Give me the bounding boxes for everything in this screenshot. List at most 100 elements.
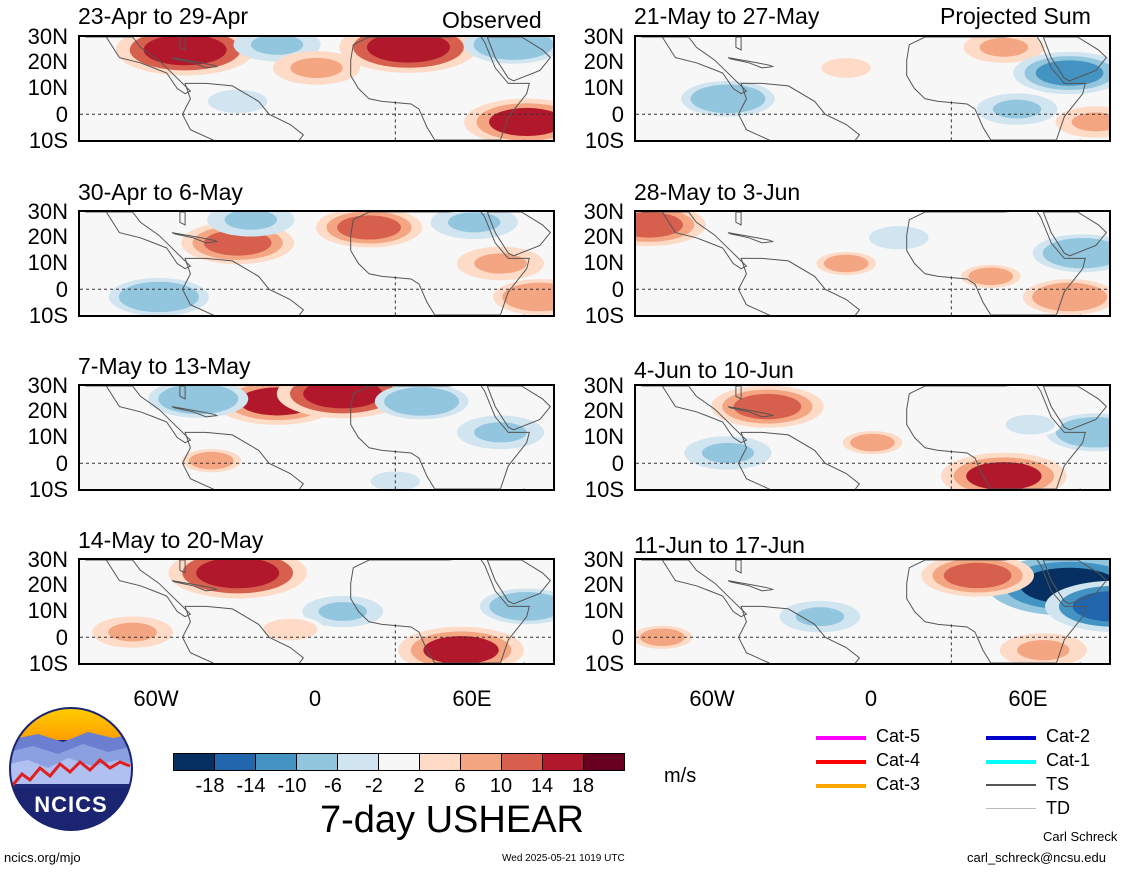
coastline	[171, 232, 219, 244]
shear-contour	[966, 571, 989, 580]
lat-label: 30N	[583, 24, 624, 49]
shear-contour	[124, 628, 141, 636]
lat-label: 20N	[27, 398, 68, 423]
shear-contour	[268, 41, 286, 49]
lat-label: 30N	[583, 199, 624, 224]
map-panel	[78, 210, 555, 317]
coastline	[735, 37, 742, 51]
colorbar-swatch	[173, 753, 215, 771]
lon-label-60w: 60W	[133, 686, 179, 711]
lat-label: 10S	[28, 303, 68, 328]
colorbar-title: 7-day USHEAR	[320, 799, 584, 841]
projected-label: Projected Sum	[940, 3, 1091, 29]
shear-contour	[394, 42, 423, 53]
lat-label: 20N	[583, 398, 624, 423]
lat-label: 10N	[583, 598, 624, 623]
shear-contour	[242, 216, 260, 224]
colorbar-tick-label: 10	[489, 775, 513, 797]
shear-field	[80, 386, 553, 489]
lat-label: 10N	[27, 75, 68, 100]
shear-contour	[448, 645, 474, 655]
lat-label: 20N	[27, 572, 68, 597]
shear-contour	[1024, 422, 1037, 428]
lat-label: 0	[611, 625, 624, 650]
colorbar-tick-label: -2	[365, 775, 383, 797]
panel-title: 11-Jun to 17-Jun	[634, 532, 805, 558]
lat-label: 0	[55, 451, 68, 476]
shear-contour	[637, 220, 661, 230]
coastline	[486, 37, 552, 82]
coastline	[350, 212, 530, 315]
shear-contour	[307, 64, 326, 72]
lat-label: 0	[611, 277, 624, 302]
coastline	[85, 212, 192, 270]
lat-label: 10N	[27, 250, 68, 275]
coastline	[1042, 37, 1108, 82]
lon-label-60w: 60W	[689, 686, 735, 711]
shear-contour	[465, 218, 483, 226]
shear-contour	[148, 293, 169, 301]
coastline	[727, 232, 775, 244]
colorbar-swatch	[296, 753, 338, 771]
shear-contour	[865, 439, 880, 446]
lat-label: 30N	[27, 373, 68, 398]
shear-contour	[329, 388, 356, 399]
lat-label: 0	[55, 277, 68, 302]
coastline	[906, 37, 1086, 140]
legend-label: Cat-3	[876, 774, 921, 794]
colorbar-tick-label: 6	[454, 775, 466, 797]
lat-label: 30N	[27, 547, 68, 572]
shear-field	[80, 560, 553, 663]
legend-swatch	[816, 760, 866, 764]
shear-contour	[891, 234, 907, 241]
shear-field	[636, 386, 1109, 489]
lon-label-60e: 60E	[1008, 686, 1048, 711]
shear-contour	[412, 397, 431, 406]
shear-contour	[1085, 428, 1106, 437]
coastline	[85, 386, 192, 444]
shear-contour	[995, 44, 1012, 51]
coastline	[179, 560, 186, 574]
legend-swatch	[816, 784, 866, 788]
shear-contour	[811, 613, 829, 620]
coastline	[350, 560, 530, 663]
colorbar-swatch	[501, 753, 543, 771]
coastline	[1042, 212, 1108, 257]
coastline	[1042, 386, 1108, 431]
shear-field	[80, 37, 553, 140]
lat-label: 10S	[584, 651, 624, 676]
lat-label: 10S	[28, 651, 68, 676]
legend-swatch	[816, 736, 866, 740]
panel-title: 7-May to 13-May	[78, 353, 251, 379]
lat-label: 10S	[584, 477, 624, 502]
coastline	[85, 37, 192, 95]
map-panel	[78, 558, 555, 665]
shear-contour	[840, 65, 853, 71]
shear-contour	[223, 567, 252, 578]
colorbar-swatch	[460, 753, 502, 771]
coastline	[350, 386, 530, 489]
shear-contour	[1034, 646, 1053, 654]
lat-label: 0	[611, 102, 624, 127]
shear-contour	[230, 98, 246, 105]
shear-contour	[188, 395, 209, 403]
shear-contour	[718, 95, 738, 103]
shear-contour	[1008, 105, 1026, 113]
lat-label: 10S	[584, 303, 624, 328]
colorbar-tick-label: 14	[530, 775, 554, 797]
shear-contour	[1058, 68, 1081, 78]
coastline	[735, 386, 742, 400]
shear-contour	[283, 626, 298, 633]
shear-contour	[838, 260, 854, 267]
colorbar-tick-label: 2	[413, 775, 425, 797]
legend-label: TS	[1046, 774, 1070, 794]
colorbar-swatch	[583, 753, 625, 771]
coastline	[350, 37, 530, 140]
lat-label: 0	[55, 625, 68, 650]
coastline	[727, 580, 775, 592]
lat-label: 20N	[583, 224, 624, 249]
lat-label: 30N	[583, 373, 624, 398]
legend-label: Cat-4	[876, 750, 921, 770]
colorbar-unit: m/s	[664, 765, 697, 787]
colorbar-swatch	[255, 753, 297, 771]
